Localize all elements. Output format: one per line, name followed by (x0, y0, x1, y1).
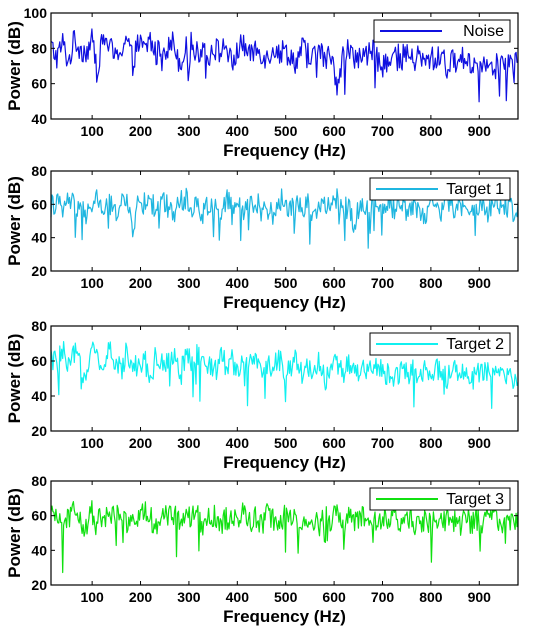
x-tick-label: 400 (226, 275, 250, 291)
series-line (50, 500, 519, 574)
y-tick-label: 20 (31, 263, 47, 279)
y-tick-label: 100 (24, 5, 48, 21)
x-tick-label: 500 (274, 123, 298, 139)
legend: Target 1 (369, 177, 511, 201)
x-tick-label: 200 (129, 589, 153, 605)
y-tick-label: 60 (31, 76, 47, 92)
x-tick-label: 600 (322, 435, 346, 451)
x-tick-label: 800 (419, 435, 443, 451)
x-tick-label: 100 (80, 435, 104, 451)
x-tick-label: 900 (468, 123, 492, 139)
y-tick-label: 60 (31, 353, 47, 369)
chart-panel-3: 100 200 300 400 500 600 700 800 900 20 40 60 80 Frequ… (5, 318, 519, 472)
x-tick-label: 300 (177, 123, 201, 139)
chart-panel-2: 100 200 300 400 500 600 700 800 900 20 40 60 80 Frequ… (5, 163, 519, 312)
x-tick-label: 900 (468, 275, 492, 291)
legend-label: Target 2 (446, 336, 504, 353)
x-axis-label: Frequency (Hz) (223, 141, 346, 160)
y-axis-label: Power (dB) (5, 488, 24, 578)
x-tick-label: 700 (371, 589, 395, 605)
x-tick-label: 200 (129, 275, 153, 291)
legend-label: Target 3 (446, 491, 504, 508)
series-line (50, 341, 519, 409)
y-tick-label: 60 (31, 196, 47, 212)
y-tick-label: 40 (31, 111, 47, 127)
legend: Target 3 (369, 487, 511, 511)
x-tick-label: 500 (274, 275, 298, 291)
x-tick-label: 800 (419, 589, 443, 605)
x-tick-label: 700 (371, 123, 395, 139)
y-tick-label: 60 (31, 508, 47, 524)
y-tick-label: 20 (31, 423, 47, 439)
x-axis-label: Frequency (Hz) (223, 607, 346, 626)
x-tick-label: 700 (371, 275, 395, 291)
legend-box (369, 332, 511, 356)
legend-label: Noise (463, 23, 504, 40)
x-tick-label: 400 (226, 589, 250, 605)
chart-panel-1: 100 200 300 400 500 600 700 800 900 40 60 80 100 Freq… (5, 5, 519, 160)
y-axis-label: Power (dB) (5, 334, 24, 424)
y-tick-label: 80 (31, 163, 47, 179)
x-tick-label: 100 (80, 275, 104, 291)
y-tick-label: 40 (31, 388, 47, 404)
x-tick-label: 100 (80, 589, 104, 605)
x-axis-label: Frequency (Hz) (223, 293, 346, 312)
x-tick-label: 400 (226, 435, 250, 451)
legend-box (369, 487, 511, 511)
axes-box (50, 325, 519, 432)
x-tick-label: 300 (177, 275, 201, 291)
legend: Noise (373, 19, 511, 43)
y-tick-label: 80 (31, 318, 47, 334)
x-tick-label: 100 (80, 123, 104, 139)
y-tick-label: 80 (31, 40, 47, 56)
x-tick-label: 200 (129, 123, 153, 139)
y-tick-label: 40 (31, 542, 47, 558)
y-axis-label: Power (dB) (5, 176, 24, 266)
legend-box (369, 177, 511, 201)
x-tick-label: 500 (274, 435, 298, 451)
x-tick-label: 600 (322, 275, 346, 291)
axes-box (50, 480, 519, 586)
axes-box (50, 12, 519, 120)
x-tick-label: 500 (274, 589, 298, 605)
y-tick-label: 80 (31, 473, 47, 489)
series-line (50, 187, 519, 249)
x-tick-label: 900 (468, 435, 492, 451)
legend: Target 2 (369, 332, 511, 356)
x-tick-label: 800 (419, 123, 443, 139)
y-tick-label: 20 (31, 577, 47, 593)
x-tick-label: 300 (177, 435, 201, 451)
axes-box (50, 170, 519, 272)
x-tick-label: 700 (371, 435, 395, 451)
x-tick-label: 300 (177, 589, 201, 605)
legend-label: Target 1 (446, 181, 504, 198)
series-line (50, 28, 519, 103)
x-tick-label: 200 (129, 435, 153, 451)
x-tick-label: 400 (226, 123, 250, 139)
chart-panel-4: 100 200 300 400 500 600 700 800 900 20 40 60 80 Frequ… (5, 473, 519, 626)
x-tick-label: 600 (322, 123, 346, 139)
x-axis-label: Frequency (Hz) (223, 453, 346, 472)
y-axis-label: Power (dB) (5, 21, 24, 111)
x-tick-label: 800 (419, 275, 443, 291)
x-tick-label: 600 (322, 589, 346, 605)
x-tick-label: 900 (468, 589, 492, 605)
y-tick-label: 40 (31, 230, 47, 246)
